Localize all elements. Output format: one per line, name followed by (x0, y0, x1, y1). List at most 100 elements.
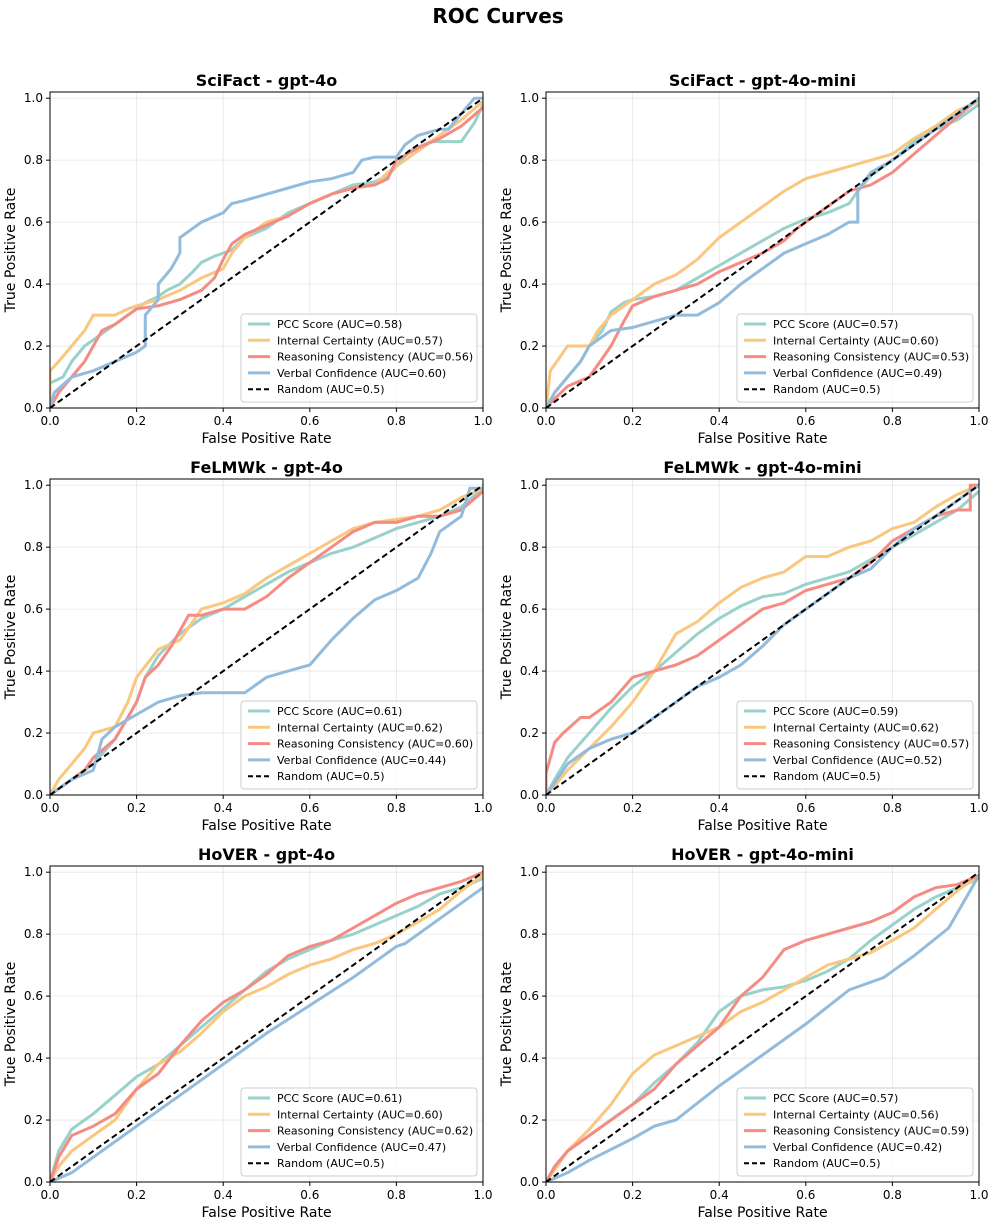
panel-title: HoVER - gpt-4o (198, 845, 335, 864)
roc-curve-internal (546, 483, 979, 795)
x-tick-label: 0.4 (710, 1188, 729, 1202)
axes-frame (545, 478, 980, 796)
legend-box (240, 1087, 478, 1177)
roc-panel: 0.0 0.2 0.4 0.6 0.8 1.0 0.0 0.2 0.4 0.6 0.8 1.0 HoVE… (499, 845, 989, 1221)
x-tick-label: 0.2 (127, 801, 146, 815)
x-tick-label: 0.6 (300, 801, 319, 815)
x-tick-label: 1.0 (473, 414, 492, 428)
y-axis-label: True Positive Rate (499, 188, 515, 314)
x-tick-label: 1.0 (969, 801, 988, 815)
legend-label-reasoning: Reasoning Consistency (AUC=0.59) (773, 1125, 969, 1138)
roc-curve-reasoning (50, 870, 483, 1182)
x-tick-label: 0.6 (300, 1188, 319, 1202)
legend-label-random: Random (AUC=0.5) (773, 383, 881, 396)
y-tick-label: 0.0 (24, 401, 43, 415)
x-tick-label: 0.2 (127, 414, 146, 428)
axes-frame (49, 478, 484, 796)
legend-box (736, 700, 974, 790)
roc-panel: 0.0 0.2 0.4 0.6 0.8 1.0 0.0 0.2 0.4 0.6 0.8 1.0 SciF… (3, 71, 493, 447)
y-tick-label: 1.0 (24, 91, 43, 105)
roc-curve-reasoning (50, 106, 483, 408)
y-tick-label: 0.2 (24, 1113, 43, 1127)
legend-label-random: Random (AUC=0.5) (773, 770, 881, 783)
legend-label-reasoning: Reasoning Consistency (AUC=0.53) (773, 351, 969, 364)
y-tick-label: 0.0 (24, 1175, 43, 1189)
roc-curve-verbal (50, 886, 483, 1182)
x-axis-label: False Positive Rate (697, 431, 827, 447)
roc-panel: 0.0 0.2 0.4 0.6 0.8 1.0 0.0 0.2 0.4 0.6 0.8 1.0 FeLM… (3, 458, 493, 834)
y-tick-label: 1.0 (24, 865, 43, 879)
y-tick-label: 1.0 (24, 478, 43, 492)
x-tick-label: 0.6 (796, 1188, 815, 1202)
axes-frame (545, 865, 980, 1183)
x-axis-label: False Positive Rate (201, 818, 331, 834)
y-tick-label: 0.6 (24, 215, 43, 229)
legend: PCC Score (AUC=0.58) Internal Certainty (… (240, 313, 478, 403)
y-tick-label: 0.4 (24, 1051, 43, 1065)
y-tick-label: 1.0 (520, 865, 539, 879)
roc-panel: 0.0 0.2 0.4 0.6 0.8 1.0 0.0 0.2 0.4 0.6 0.8 1.0 HoVE… (3, 845, 493, 1221)
random-diagonal (50, 484, 483, 795)
y-tick-label: 0.0 (520, 1175, 539, 1189)
legend-label-reasoning: Reasoning Consistency (AUC=0.60) (277, 738, 473, 751)
x-tick-label: 0.4 (214, 414, 233, 428)
y-axis-label: True Positive Rate (499, 962, 515, 1088)
roc-panel: 0.0 0.2 0.4 0.6 0.8 1.0 0.0 0.2 0.4 0.6 0.8 1.0 FeLM… (499, 458, 989, 834)
legend-label-reasoning: Reasoning Consistency (AUC=0.57) (773, 738, 969, 751)
y-tick-label: 0.6 (520, 602, 539, 616)
roc-curve-internal (50, 874, 483, 1182)
plot-area (546, 483, 979, 795)
roc-curve-verbal (546, 874, 979, 1182)
x-tick-label: 0.8 (883, 1188, 902, 1202)
legend: PCC Score (AUC=0.61) Internal Certainty (… (240, 1087, 478, 1177)
y-tick-label: 0.2 (520, 726, 539, 740)
x-tick-label: 0.4 (214, 1188, 233, 1202)
x-tick-label: 0.0 (536, 1188, 555, 1202)
axes-frame (545, 91, 980, 409)
legend-label-pcc: PCC Score (AUC=0.57) (773, 318, 898, 331)
y-tick-label: 0.2 (24, 339, 43, 353)
y-tick-label: 0.0 (520, 401, 539, 415)
y-tick-label: 0.6 (24, 602, 43, 616)
x-tick-label: 0.8 (387, 414, 406, 428)
panels-container: 0.0 0.2 0.4 0.6 0.8 1.0 0.0 0.2 0.4 0.6 0.8 1.0 SciF… (3, 71, 989, 1221)
legend: PCC Score (AUC=0.57) Internal Certainty (… (736, 1087, 974, 1177)
plot-area (50, 484, 483, 795)
plot-area (546, 871, 979, 1182)
roc-curve-internal (546, 99, 979, 408)
x-tick-label: 0.6 (796, 801, 815, 815)
legend-label-verbal: Verbal Confidence (AUC=0.47) (277, 1141, 446, 1154)
x-tick-label: 0.8 (883, 414, 902, 428)
legend-label-verbal: Verbal Confidence (AUC=0.60) (277, 367, 446, 380)
panel-title: HoVER - gpt-4o-mini (671, 845, 854, 864)
legend-label-internal: Internal Certainty (AUC=0.57) (277, 334, 443, 347)
x-tick-label: 0.4 (710, 414, 729, 428)
roc-panel: 0.0 0.2 0.4 0.6 0.8 1.0 0.0 0.2 0.4 0.6 0.8 1.0 SciF… (499, 71, 989, 447)
x-tick-label: 0.8 (387, 801, 406, 815)
x-axis-label: False Positive Rate (697, 818, 827, 834)
y-tick-label: 0.2 (520, 1113, 539, 1127)
x-tick-label: 0.4 (710, 801, 729, 815)
legend-label-internal: Internal Certainty (AUC=0.60) (277, 1108, 443, 1121)
plot-area (50, 96, 483, 408)
x-axis-label: False Positive Rate (201, 431, 331, 447)
x-tick-label: 1.0 (473, 801, 492, 815)
legend-box (240, 700, 478, 790)
y-tick-label: 0.8 (520, 927, 539, 941)
random-diagonal (50, 871, 483, 1182)
legend-box (240, 313, 478, 403)
roc-curve-reasoning (50, 490, 483, 795)
y-tick-label: 0.0 (520, 788, 539, 802)
y-tick-label: 1.0 (520, 478, 539, 492)
x-tick-label: 0.0 (536, 801, 555, 815)
axes-frame (49, 865, 484, 1183)
random-diagonal (546, 97, 979, 408)
legend: PCC Score (AUC=0.57) Internal Certainty (… (736, 313, 974, 403)
legend-box (736, 1087, 974, 1177)
y-tick-label: 0.8 (24, 540, 43, 554)
legend-label-verbal: Verbal Confidence (AUC=0.52) (773, 754, 942, 767)
roc-curve-verbal (546, 483, 979, 795)
legend-label-pcc: PCC Score (AUC=0.61) (277, 1092, 402, 1105)
legend-label-pcc: PCC Score (AUC=0.61) (277, 705, 402, 718)
